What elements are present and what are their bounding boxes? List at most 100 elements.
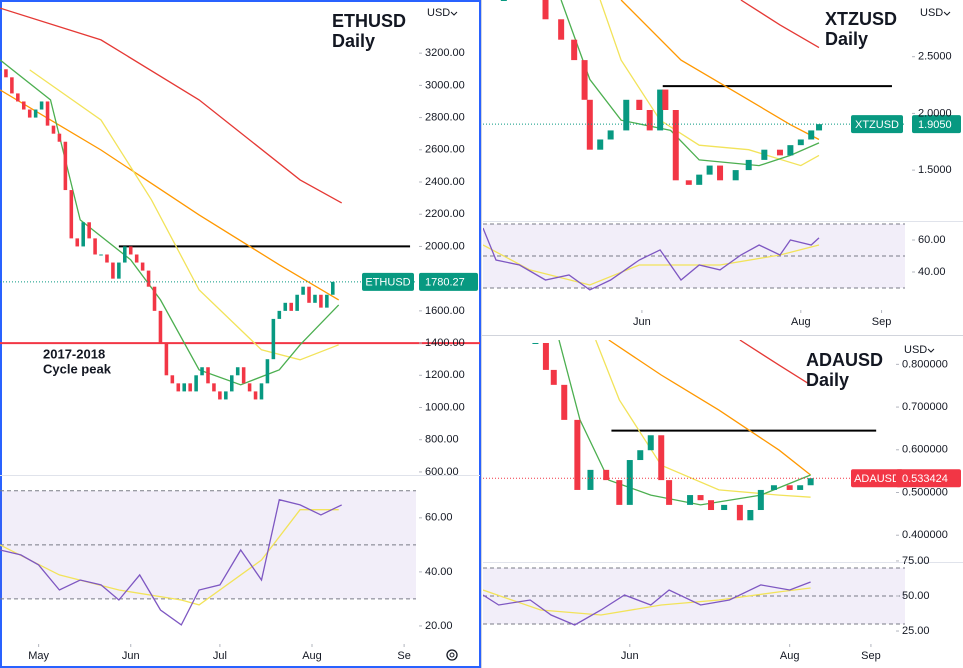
last-price-value-box (419, 272, 478, 291)
y-tick-label: 2.5000 (918, 51, 952, 63)
rsi-tick-label: 40.00 (425, 566, 453, 578)
y-tick-label: 1000.00 (425, 401, 465, 413)
candle (259, 383, 264, 400)
candle (27, 109, 32, 118)
last-price-symbol: XTZUSD (855, 119, 899, 131)
candle (581, 60, 588, 100)
moving-average (0, 89, 340, 301)
moving-average (0, 59, 340, 386)
currency-box (914, 5, 958, 21)
settings-gear-center[interactable] (449, 652, 455, 658)
candle (128, 246, 133, 255)
candle (797, 485, 804, 490)
y-tick-label: 0.700000 (902, 401, 948, 413)
candle (63, 141, 68, 191)
candle (247, 383, 252, 392)
x-tick-label: Jun (621, 650, 639, 662)
candle (666, 480, 673, 505)
moving-average (29, 69, 339, 361)
candle (10, 77, 14, 94)
candle (69, 190, 74, 239)
candle (123, 246, 127, 263)
rsi-line (0, 509, 339, 606)
candle (816, 124, 823, 131)
settings-icon[interactable] (446, 649, 458, 661)
moving-average (558, 340, 811, 506)
y-tick-label: 2600.00 (425, 144, 465, 156)
candle (587, 469, 594, 490)
candle (93, 238, 97, 255)
price-pane (500, 0, 892, 185)
candle (331, 281, 335, 295)
candle (277, 310, 282, 319)
last-price-symbol: ETHUSD (365, 277, 410, 289)
candle (212, 383, 216, 392)
candle (134, 254, 139, 263)
candle (45, 101, 50, 126)
currency-chevron (927, 348, 935, 353)
last-price-value: 1780.27 (425, 277, 465, 289)
candle (761, 149, 768, 160)
candle (146, 270, 151, 287)
candle (301, 286, 305, 295)
candle (313, 294, 317, 303)
active-panel-border (0, 0, 481, 668)
candle (637, 450, 644, 461)
y-tick-label: 2000.00 (425, 240, 465, 252)
x-tick-label: Sep (861, 650, 881, 662)
candle (770, 485, 777, 490)
candle (542, 0, 549, 20)
candle (224, 391, 228, 400)
candle (550, 369, 557, 385)
candle (33, 109, 38, 118)
candle (206, 367, 210, 384)
candle (558, 19, 565, 40)
candle (105, 254, 109, 263)
y-tick-label: 0.800000 (902, 358, 948, 370)
candle (721, 504, 728, 511)
moving-average (620, 0, 820, 141)
candle (81, 222, 85, 247)
candle (188, 383, 192, 392)
candle (687, 495, 694, 505)
moving-average (599, 0, 820, 167)
candle (571, 39, 578, 61)
candle (99, 254, 103, 256)
y-tick-label: 2400.00 (425, 176, 465, 188)
y-tick-label: 800.00 (425, 434, 459, 446)
candle (21, 101, 26, 110)
candle (647, 435, 654, 451)
candle (697, 495, 704, 501)
moving-average (608, 340, 812, 476)
y-tick-label: 600.00 (425, 466, 459, 478)
y-tick-label: 0.600000 (902, 444, 948, 456)
rsi-tick-label: 60.00 (425, 512, 453, 524)
candle (111, 262, 115, 279)
currency-label: USD (427, 7, 450, 19)
rsi-tick-label: 50.00 (902, 590, 930, 602)
y-tick-label: 2800.00 (425, 111, 465, 123)
candle (152, 286, 157, 311)
candle (658, 435, 665, 481)
moving-average (560, 0, 820, 167)
settings-gear[interactable] (446, 649, 458, 661)
candle (532, 342, 539, 344)
y-tick-label: 1600.00 (425, 305, 465, 317)
moving-average (739, 340, 811, 386)
candle (271, 318, 276, 360)
candle (307, 286, 311, 303)
currency-box (421, 5, 465, 21)
candle (586, 99, 593, 150)
rsi-line (0, 498, 342, 626)
rsi-pane (483, 581, 811, 626)
candle (787, 145, 794, 156)
candle (500, 0, 507, 1)
candle (607, 130, 614, 140)
x-tick-label: Aug (302, 650, 322, 662)
candle (325, 294, 329, 308)
candle (623, 99, 630, 131)
candle (117, 262, 121, 279)
annotation: Cycle peak (43, 361, 112, 376)
chart-subtitle: Daily (332, 31, 375, 51)
chart-subtitle: Daily (806, 370, 849, 390)
